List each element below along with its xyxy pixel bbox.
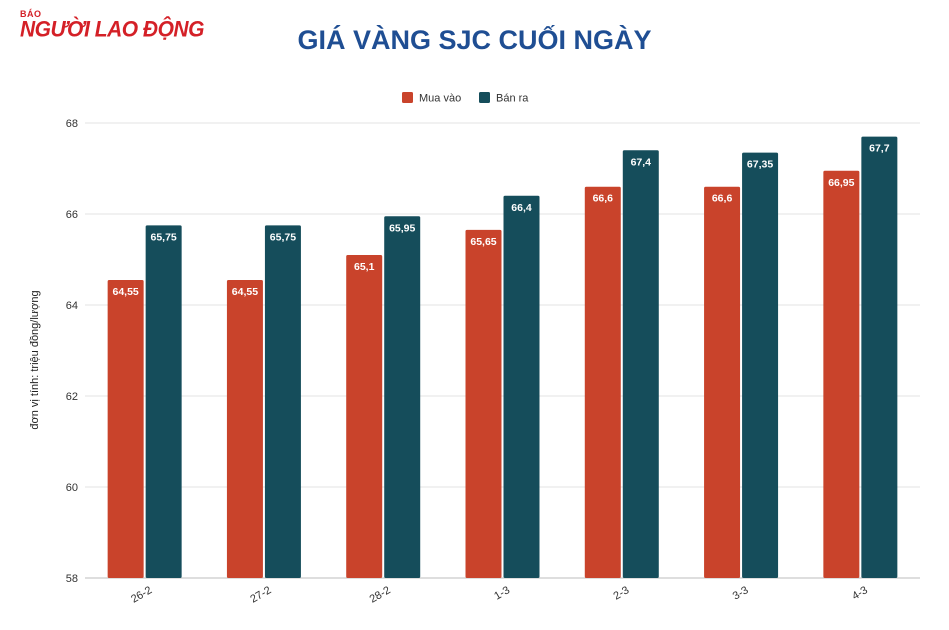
x-tick-label: 2-3 <box>612 584 632 602</box>
legend-swatch <box>479 92 490 103</box>
data-label: 67,35 <box>747 159 773 171</box>
gridlines <box>85 122 920 579</box>
data-label: 66,95 <box>828 177 854 189</box>
legend-label: Mua vào <box>419 93 461 105</box>
bar <box>503 195 540 579</box>
legend: Mua vào Bán ra <box>402 92 529 105</box>
y-tick-label: 66 <box>66 209 78 221</box>
x-tick-label: 1-3 <box>492 584 512 602</box>
data-label: 65,75 <box>270 231 296 243</box>
x-tick-label: 3-3 <box>731 584 751 602</box>
bar <box>346 254 383 578</box>
y-axis-label: đơn vị tính: triệu đồng/lượng <box>29 290 41 429</box>
y-axis-ticks: 58 60 62 64 66 68 <box>66 118 78 585</box>
data-labels: 64,55 65,75 64,55 65,75 65,1 65,95 65,65 66,4 66… <box>113 143 890 298</box>
data-label: 65,65 <box>470 236 496 248</box>
data-label: 65,95 <box>389 222 415 234</box>
bar <box>107 279 144 578</box>
data-label: 67,7 <box>869 143 890 155</box>
data-label: 65,1 <box>354 261 375 273</box>
x-tick-label: 28-2 <box>368 584 393 605</box>
x-tick-label: 4-3 <box>850 584 870 602</box>
bars <box>107 136 898 579</box>
y-tick-label: 68 <box>66 118 78 130</box>
bar <box>742 152 779 578</box>
bar <box>264 225 301 578</box>
data-label: 67,4 <box>631 156 652 168</box>
data-label: 65,75 <box>151 231 177 243</box>
data-label: 66,6 <box>712 193 733 205</box>
brand-logo: BÁO NGƯỜI LAO ĐỘNG <box>20 9 204 42</box>
x-tick-label: 26-2 <box>129 584 154 605</box>
bar <box>622 150 659 579</box>
data-label: 66,4 <box>511 202 532 214</box>
x-tick-label: 27-2 <box>248 584 273 605</box>
y-tick-label: 60 <box>66 482 78 494</box>
bar <box>704 186 741 578</box>
y-tick-label: 64 <box>66 300 78 312</box>
bar <box>861 136 898 578</box>
bar <box>226 279 263 578</box>
brand-logo-main: NGƯỜI LAO ĐỘNG <box>20 17 204 42</box>
legend-swatch <box>402 92 413 103</box>
legend-label: Bán ra <box>496 93 529 105</box>
bar <box>584 186 621 578</box>
bar <box>384 216 421 578</box>
chart-title: GIÁ VÀNG SJC CUỐI NGÀY <box>297 25 652 55</box>
brand-logo-small: BÁO <box>20 9 42 19</box>
data-label: 64,55 <box>232 286 258 298</box>
x-axis-ticks: 26-2 27-2 28-2 1-3 2-3 3-3 4-3 <box>129 584 870 605</box>
y-tick-label: 58 <box>66 573 78 585</box>
bar <box>823 170 860 578</box>
data-label: 64,55 <box>113 286 139 298</box>
data-label: 66,6 <box>593 193 614 205</box>
bar <box>145 225 182 578</box>
y-tick-label: 62 <box>66 391 78 403</box>
bar <box>465 229 502 579</box>
